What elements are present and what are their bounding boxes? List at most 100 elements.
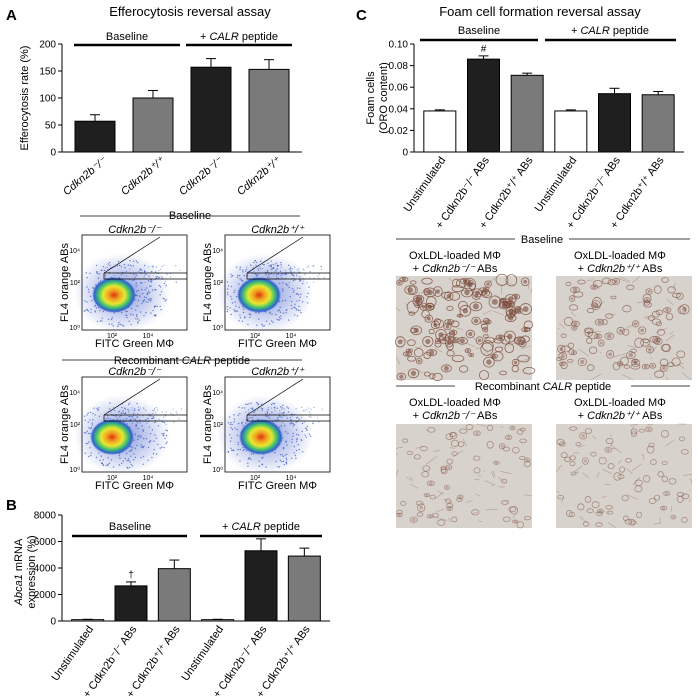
flow-plot-baseline-wildtype-event xyxy=(245,268,248,271)
flow-plot-baseline-wildtype-event xyxy=(242,271,244,273)
micrograph-baseline-knockout-cell xyxy=(522,366,536,375)
flow-plot-baseline-wildtype-event xyxy=(313,277,315,279)
micrograph-baseline-wildtype-cell xyxy=(654,370,665,378)
micrograph-baseline-knockout-process xyxy=(454,326,463,331)
flow-plot-baseline-wildtype-event xyxy=(255,261,258,264)
flow-plot-baseline-wildtype-event xyxy=(301,301,304,303)
micrograph-baseline-wildtype-lipid-droplet xyxy=(592,285,596,289)
flow-plot-peptide-wildtype-event xyxy=(295,408,297,410)
flow-plot-baseline-knockout-event xyxy=(138,270,140,273)
flow-plot-baseline-wildtype-event xyxy=(256,324,258,326)
micrograph-baseline-wildtype-process xyxy=(669,331,674,335)
flow-plot-peptide-wildtype-event xyxy=(279,453,282,456)
micrograph-baseline-knockout-cell xyxy=(446,342,454,351)
micrograph-peptide-wildtype-cell xyxy=(558,441,566,447)
micrograph-baseline-knockout-cell xyxy=(432,372,443,382)
chart-a-category-label: Cdkn2b⁻/⁻ xyxy=(177,154,226,198)
micrograph-peptide-knockout-cell xyxy=(473,455,481,461)
micrograph-peptide-knockout-cell xyxy=(516,429,524,435)
flow-plot-peptide-knockout-event xyxy=(119,457,121,459)
flow-plot-baseline-knockout-event xyxy=(84,300,86,302)
micrograph-peptide-knockout-cell xyxy=(519,456,526,461)
flow-plot-baseline-knockout-event xyxy=(142,292,144,295)
micrograph-peptide-knockout-cell xyxy=(437,519,446,526)
flow-plot-peptide-knockout-event xyxy=(131,417,134,419)
micrograph-baseline-wildtype-process xyxy=(653,368,662,374)
flow-plot-baseline-wildtype-event xyxy=(263,263,265,266)
flow-plot-peptide-knockout-event xyxy=(159,447,161,449)
flow-plot-baseline-knockout-event xyxy=(88,291,90,293)
micrograph-peptide-wildtype-cell xyxy=(681,493,690,500)
flow-plot-baseline-knockout-event xyxy=(135,314,138,316)
micrograph-baseline-knockout-cell xyxy=(423,288,430,295)
flow-plot-baseline-knockout-event xyxy=(161,275,163,278)
chart-c: 00.020.040.060.080.10 Unstimulated+ Cdkn… xyxy=(365,25,684,231)
micrograph-peptide-knockout-cell xyxy=(459,428,468,434)
flow-plot-baseline-knockout-event xyxy=(99,309,101,312)
flow-plot-peptide-knockout-event xyxy=(122,410,124,412)
flow-plot-baseline-wildtype-event xyxy=(242,269,244,271)
flow-plot-baseline-wildtype-event xyxy=(298,271,300,273)
micrograph-peptide-knockout-process xyxy=(505,499,510,503)
flow-plot-baseline-wildtype-event xyxy=(262,325,264,327)
flow-plot-peptide-wildtype-event xyxy=(246,403,248,406)
micrograph-baseline-knockout-cell xyxy=(464,348,472,354)
flow-plot-peptide-knockout-event xyxy=(175,410,177,413)
flow-plot-baseline-knockout-event xyxy=(145,301,147,303)
flow-plot-peptide-knockout-event xyxy=(145,419,147,421)
flow-plot-peptide-knockout-event xyxy=(131,415,133,418)
flow-plot-baseline-wildtype-event xyxy=(280,317,282,320)
micrograph-baseline-wildtype-process xyxy=(631,276,640,284)
flow-plot-peptide-wildtype-event xyxy=(232,449,234,452)
micrograph-baseline-knockout-cell xyxy=(511,364,519,373)
micrograph-peptide-wildtype-cell xyxy=(595,522,603,527)
flow-plot-peptide-knockout-ylabel: FL4 orange ABs xyxy=(59,385,71,464)
micrograph-peptide-knockout-cell xyxy=(444,485,450,490)
flow-plot-peptide-wildtype-event xyxy=(250,453,253,455)
flow-plot-peptide-knockout-event xyxy=(131,422,133,424)
micrograph-peptide-knockout-process xyxy=(395,446,404,449)
flow-plot-baseline-knockout-event xyxy=(136,294,138,297)
flow-plot-baseline-knockout-event xyxy=(139,282,142,284)
flow-plot-baseline-knockout-event xyxy=(87,288,90,291)
flow-plot-baseline-knockout-event xyxy=(133,279,135,281)
micrograph-peptide-knockout-cell xyxy=(440,467,447,473)
micrograph-baseline-knockout-cell xyxy=(481,289,490,297)
flow-plot-baseline-knockout-event xyxy=(132,273,135,275)
flow-plot-baseline-wildtype-event xyxy=(239,314,241,316)
flow-plot-baseline-knockout-event xyxy=(91,300,93,302)
micrograph-baseline-wildtype-cell xyxy=(659,364,668,372)
micrograph-baseline-knockout-lipid-droplet xyxy=(516,337,522,343)
flow-plot-baseline-knockout-event xyxy=(132,260,135,262)
flow-plot-peptide-wildtype-event xyxy=(261,409,263,411)
micrograph-peptide-knockout-cell xyxy=(422,465,431,472)
micrograph-peptide-knockout-cell xyxy=(440,468,448,475)
micrograph-peptide-knockout-cell xyxy=(429,494,436,500)
flow-plot-baseline-knockout-event xyxy=(160,291,163,293)
micrograph-peptide-wildtype-process xyxy=(610,444,622,454)
flow-plot-baseline-knockout-event xyxy=(158,269,160,272)
flow-plot-peptide-wildtype-event xyxy=(285,415,287,417)
flow-plot-peptide-knockout-event xyxy=(157,425,160,427)
flow-plot-peptide-knockout-event xyxy=(139,407,142,409)
micrograph-baseline-knockout-lipid-droplet xyxy=(433,322,438,328)
micrograph-baseline-knockout-lipid-droplet xyxy=(492,299,498,305)
micrograph-peptide-wildtype-process xyxy=(561,496,565,503)
micrograph-baseline-wildtype-cell xyxy=(604,332,615,340)
flow-plot-baseline-knockout-event xyxy=(87,310,90,312)
flow-plot-baseline-wildtype-ytick-104: 10⁴ xyxy=(212,248,223,255)
flow-plot-peptide-knockout-event xyxy=(85,432,87,434)
chart-a-category-label: Cdkn2b⁻/⁻ xyxy=(61,154,110,198)
micrograph-peptide-wildtype-cell xyxy=(668,477,677,485)
micrograph-peptide-knockout-process xyxy=(415,446,424,449)
micrograph-peptide-wildtype-process xyxy=(578,516,588,524)
micrograph-peptide-knockout-cell xyxy=(396,512,403,518)
micrograph-baseline-knockout-cell xyxy=(396,372,407,381)
flow-plot-peptide-knockout-event xyxy=(134,407,136,410)
flow-plot-peptide-knockout-event xyxy=(151,412,154,414)
micrograph-peptide-knockout-cell xyxy=(446,503,454,509)
flow-plot-peptide-wildtype-event xyxy=(306,425,309,428)
flow-plot-peptide-knockout-event xyxy=(157,443,159,446)
micrograph-baseline-knockout-cell xyxy=(484,319,492,325)
flow-plot-baseline-wildtype-event xyxy=(290,271,292,273)
